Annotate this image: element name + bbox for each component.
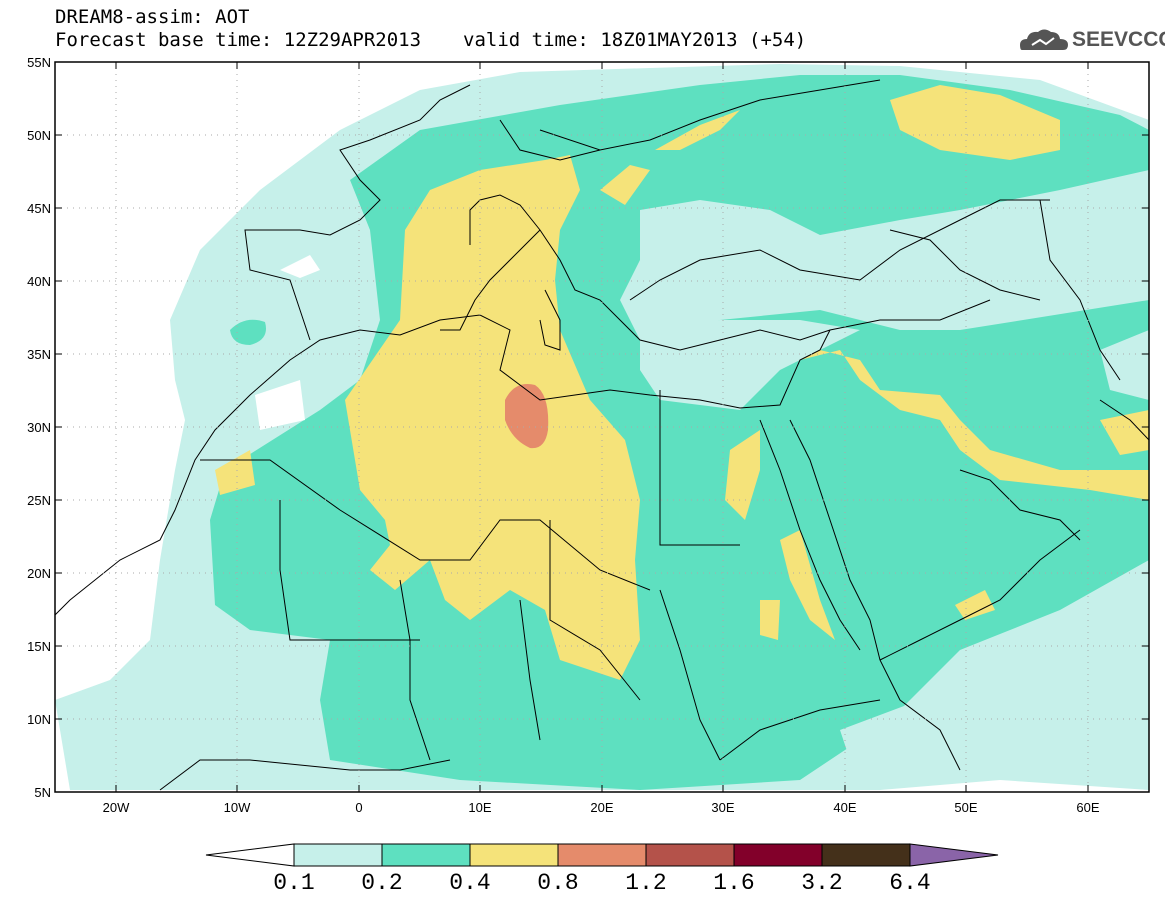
- aot-band-0.1: [650, 235, 900, 300]
- valid-time: valid time: 18Z01MAY2013 (+54): [463, 29, 807, 51]
- legend-swatch: [293, 843, 383, 867]
- aot-band-0.4: [725, 430, 760, 520]
- color-legend: [205, 843, 999, 867]
- lon-label: 40E: [833, 800, 856, 815]
- lat-label: 30N: [27, 420, 51, 435]
- legend-label: 0.8: [537, 870, 579, 896]
- lat-label: 35N: [27, 347, 51, 362]
- aot-band-0.1: [640, 320, 860, 410]
- legend-swatch: [821, 843, 911, 867]
- lat-label: 15N: [27, 639, 51, 654]
- legend-swatch-above: [909, 843, 999, 867]
- legend-label: 0.2: [361, 870, 403, 896]
- aot-band-0.8: [505, 384, 549, 449]
- lat-label: 20N: [27, 566, 51, 581]
- aot-band-0.1: [840, 700, 1000, 790]
- aot-band-0.2: [230, 319, 266, 345]
- graticule: [55, 62, 1149, 792]
- legend-label: 0.1: [273, 870, 315, 896]
- aot-band-0.4: [890, 85, 1060, 160]
- lat-label: 40N: [27, 274, 51, 289]
- aot-band-0.4: [655, 110, 740, 150]
- aot-band-0.1: [1100, 330, 1149, 400]
- legend-swatch-below: [205, 843, 295, 867]
- aot-band-0: [255, 380, 305, 430]
- legend-label: 6.4: [889, 870, 931, 896]
- coastlines: [55, 79, 1149, 791]
- lon-label: 30E: [711, 800, 734, 815]
- lon-label: 0: [355, 800, 362, 815]
- aot-band-0.4: [345, 155, 640, 680]
- cloud-icon: [1020, 29, 1068, 50]
- legend-label: 0.4: [449, 870, 491, 896]
- lon-label: 10E: [468, 800, 491, 815]
- legend-swatch: [381, 843, 471, 867]
- legend-swatch: [645, 843, 735, 867]
- legend-swatch: [469, 843, 559, 867]
- lon-label: 20E: [590, 800, 613, 815]
- lon-label: 60E: [1076, 800, 1099, 815]
- lon-label: 20W: [103, 800, 130, 815]
- aot-band-0.4: [600, 165, 650, 205]
- aot-band-0.4: [800, 350, 1149, 500]
- lon-label: 50E: [954, 800, 977, 815]
- aot-band-0.4: [955, 590, 995, 620]
- lat-label: 10N: [27, 712, 51, 727]
- aot-band-0.4: [1100, 410, 1149, 455]
- lon-label: 10W: [224, 800, 251, 815]
- lat-label: 50N: [27, 128, 51, 143]
- legend-label: 1.2: [625, 870, 667, 896]
- aot-band-0.4: [760, 600, 780, 640]
- legend-label: 3.2: [801, 870, 843, 896]
- legend-swatch: [733, 843, 823, 867]
- aot-band-0: [280, 255, 320, 278]
- logo-text: SEEVCCC: [1072, 28, 1165, 51]
- lat-label: 5N: [34, 785, 51, 800]
- lat-label: 25N: [27, 493, 51, 508]
- aot-band-0.4: [780, 530, 835, 640]
- aot-band-0.4: [215, 450, 255, 495]
- map-title: DREAM8-assim: AOT: [55, 6, 250, 28]
- legend-label: 1.6: [713, 870, 755, 896]
- lat-label: 55N: [27, 55, 51, 70]
- base-time: Forecast base time: 12Z29APR2013: [55, 29, 422, 51]
- tick-marks: [55, 61, 1149, 793]
- legend-swatch: [557, 843, 647, 867]
- forecast-times: Forecast base time: 12Z29APR2013 valid ti…: [55, 30, 806, 50]
- lat-label: 45N: [27, 201, 51, 216]
